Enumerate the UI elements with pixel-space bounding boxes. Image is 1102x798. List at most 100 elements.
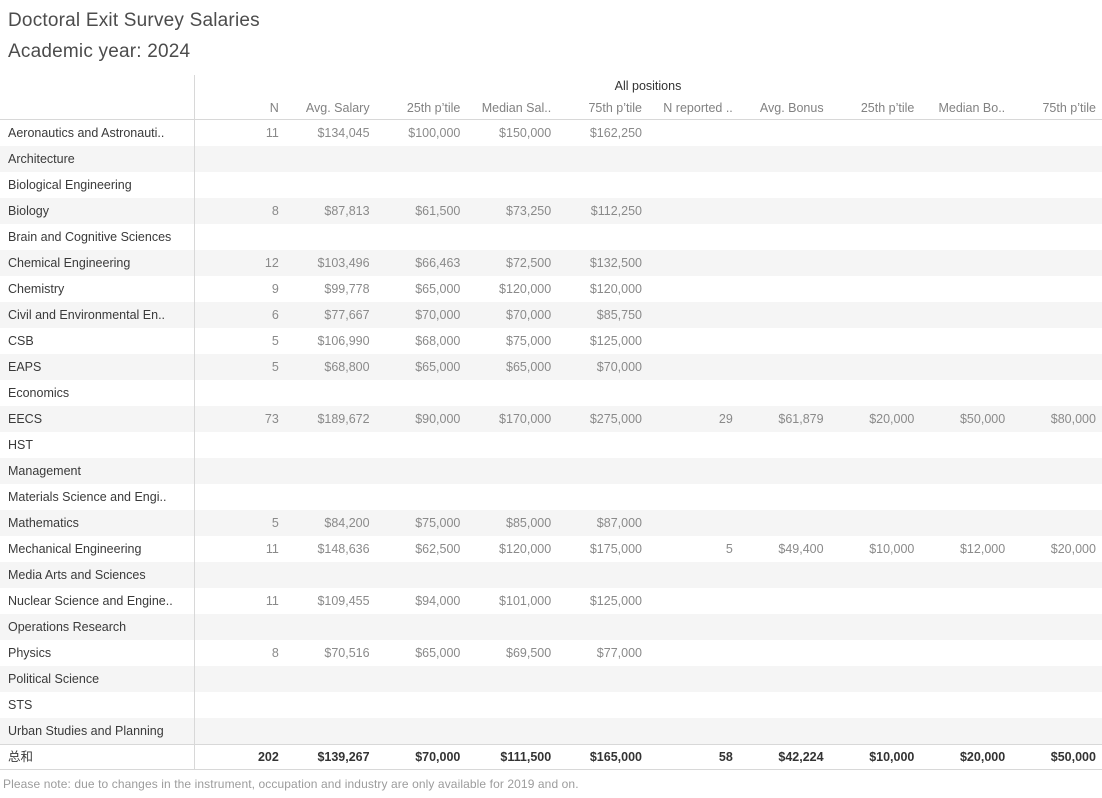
row-label[interactable]: Media Arts and Sciences [8, 568, 146, 582]
total-data-cell[interactable]: $50,000 [1050, 750, 1096, 764]
total-data-cell[interactable]: $70,000 [415, 750, 461, 764]
row-label[interactable]: Management [8, 464, 81, 478]
data-cell[interactable]: $120,000 [499, 542, 552, 556]
data-cell[interactable]: 8 [271, 646, 279, 660]
row-label[interactable]: Chemistry [8, 282, 65, 296]
data-cell[interactable]: $150,000 [499, 126, 552, 140]
total-data-cell[interactable]: $165,000 [589, 750, 642, 764]
data-cell[interactable]: $10,000 [869, 542, 915, 556]
data-cell[interactable]: 29 [718, 412, 733, 426]
row-label[interactable]: Civil and Environmental En.. [8, 308, 166, 322]
data-cell[interactable]: 73 [264, 412, 279, 426]
data-cell[interactable]: $20,000 [869, 412, 915, 426]
data-cell[interactable]: $65,000 [415, 360, 461, 374]
data-cell[interactable]: $68,000 [415, 334, 461, 348]
data-cell[interactable]: $85,000 [506, 516, 552, 530]
column-header[interactable]: Avg. Bonus [759, 101, 824, 115]
data-cell[interactable]: $49,400 [778, 542, 824, 556]
data-cell[interactable]: $132,500 [589, 256, 642, 270]
column-header[interactable]: Median Sal.. [481, 101, 552, 115]
total-data-cell[interactable]: $111,500 [500, 750, 552, 764]
total-data-cell[interactable]: 202 [257, 750, 279, 764]
data-cell[interactable]: $77,000 [596, 646, 642, 660]
row-label[interactable]: Urban Studies and Planning [8, 724, 164, 738]
data-cell[interactable]: 5 [725, 542, 733, 556]
total-data-cell[interactable]: $42,224 [778, 750, 824, 764]
data-cell[interactable]: $85,750 [596, 308, 642, 322]
data-cell[interactable]: 6 [271, 308, 279, 322]
data-cell[interactable]: $125,000 [589, 594, 642, 608]
column-header[interactable]: 25th p’tile [406, 101, 461, 115]
data-cell[interactable]: $70,516 [324, 646, 370, 660]
data-cell[interactable]: $189,672 [317, 412, 370, 426]
data-cell[interactable]: $72,500 [506, 256, 552, 270]
data-cell[interactable]: $175,000 [589, 542, 642, 556]
data-cell[interactable]: $99,778 [324, 282, 370, 296]
row-label[interactable]: Mathematics [8, 516, 79, 530]
data-cell[interactable]: $90,000 [415, 412, 461, 426]
data-cell[interactable]: $12,000 [959, 542, 1006, 556]
data-cell[interactable]: $94,000 [415, 594, 461, 608]
row-label[interactable]: Economics [8, 386, 70, 400]
data-cell[interactable]: $112,250 [590, 204, 642, 218]
row-label[interactable]: Political Science [8, 672, 100, 686]
column-header[interactable]: Median Bo.. [938, 101, 1006, 115]
total-data-cell[interactable]: $20,000 [959, 750, 1006, 764]
row-label[interactable]: HST [8, 438, 33, 452]
data-cell[interactable]: $162,250 [589, 126, 642, 140]
data-cell[interactable]: $148,636 [317, 542, 370, 556]
total-data-cell[interactable]: $10,000 [869, 750, 915, 764]
row-label[interactable]: Architecture [8, 152, 75, 166]
data-cell[interactable]: $101,000 [499, 594, 552, 608]
row-label[interactable]: EAPS [8, 360, 42, 374]
row-label[interactable]: Operations Research [8, 620, 127, 634]
data-cell[interactable]: 5 [271, 516, 279, 530]
row-label[interactable]: Aeronautics and Astronauti.. [8, 126, 165, 140]
data-cell[interactable]: $87,813 [324, 204, 370, 218]
data-cell[interactable]: $120,000 [499, 282, 552, 296]
column-header[interactable]: N [269, 101, 279, 115]
row-label[interactable]: Biology [8, 204, 49, 218]
data-cell[interactable]: $66,463 [415, 256, 461, 270]
data-cell[interactable]: $75,000 [506, 334, 552, 348]
row-label[interactable]: Biological Engineering [8, 178, 132, 192]
row-label[interactable]: STS [8, 698, 33, 712]
data-cell[interactable]: $109,455 [317, 594, 370, 608]
data-cell[interactable]: $134,045 [317, 126, 370, 140]
data-cell[interactable]: 11 [265, 126, 279, 140]
data-cell[interactable]: $65,000 [415, 282, 461, 296]
data-cell[interactable]: $73,250 [506, 204, 552, 218]
row-label[interactable]: Nuclear Science and Engine.. [8, 594, 173, 608]
data-cell[interactable]: $170,000 [499, 412, 552, 426]
column-header[interactable]: Avg. Salary [305, 101, 370, 115]
data-cell[interactable]: 9 [271, 282, 279, 296]
data-cell[interactable]: $275,000 [589, 412, 642, 426]
data-cell[interactable]: $70,000 [415, 308, 461, 322]
total-data-cell[interactable]: 58 [718, 750, 733, 764]
data-cell[interactable]: $70,000 [596, 360, 642, 374]
data-cell[interactable]: 12 [264, 256, 279, 270]
data-cell[interactable]: $87,000 [596, 516, 642, 530]
data-cell[interactable]: $77,667 [324, 308, 370, 322]
column-header[interactable]: 75th p’tile [1042, 101, 1096, 115]
data-cell[interactable]: $61,500 [415, 204, 461, 218]
data-cell[interactable]: 11 [265, 542, 279, 556]
column-header[interactable]: N reported .. [663, 101, 733, 115]
data-cell[interactable]: $125,000 [589, 334, 642, 348]
data-cell[interactable]: $70,000 [506, 308, 552, 322]
data-cell[interactable]: $100,000 [408, 126, 461, 140]
data-cell[interactable]: $61,879 [778, 412, 824, 426]
data-cell[interactable]: 8 [271, 204, 279, 218]
row-label[interactable]: Brain and Cognitive Sciences [8, 230, 172, 244]
data-cell[interactable]: 5 [271, 334, 279, 348]
data-cell[interactable]: 11 [265, 594, 279, 608]
data-cell[interactable]: $103,496 [317, 256, 370, 270]
row-label[interactable]: CSB [8, 334, 34, 348]
data-cell[interactable]: $80,000 [1050, 412, 1096, 426]
data-cell[interactable]: $84,200 [324, 516, 370, 530]
data-cell[interactable]: $106,990 [317, 334, 370, 348]
data-cell[interactable]: $68,800 [324, 360, 370, 374]
data-cell[interactable]: $120,000 [589, 282, 642, 296]
row-label[interactable]: EECS [8, 412, 43, 426]
row-label[interactable]: Materials Science and Engi.. [8, 490, 167, 504]
